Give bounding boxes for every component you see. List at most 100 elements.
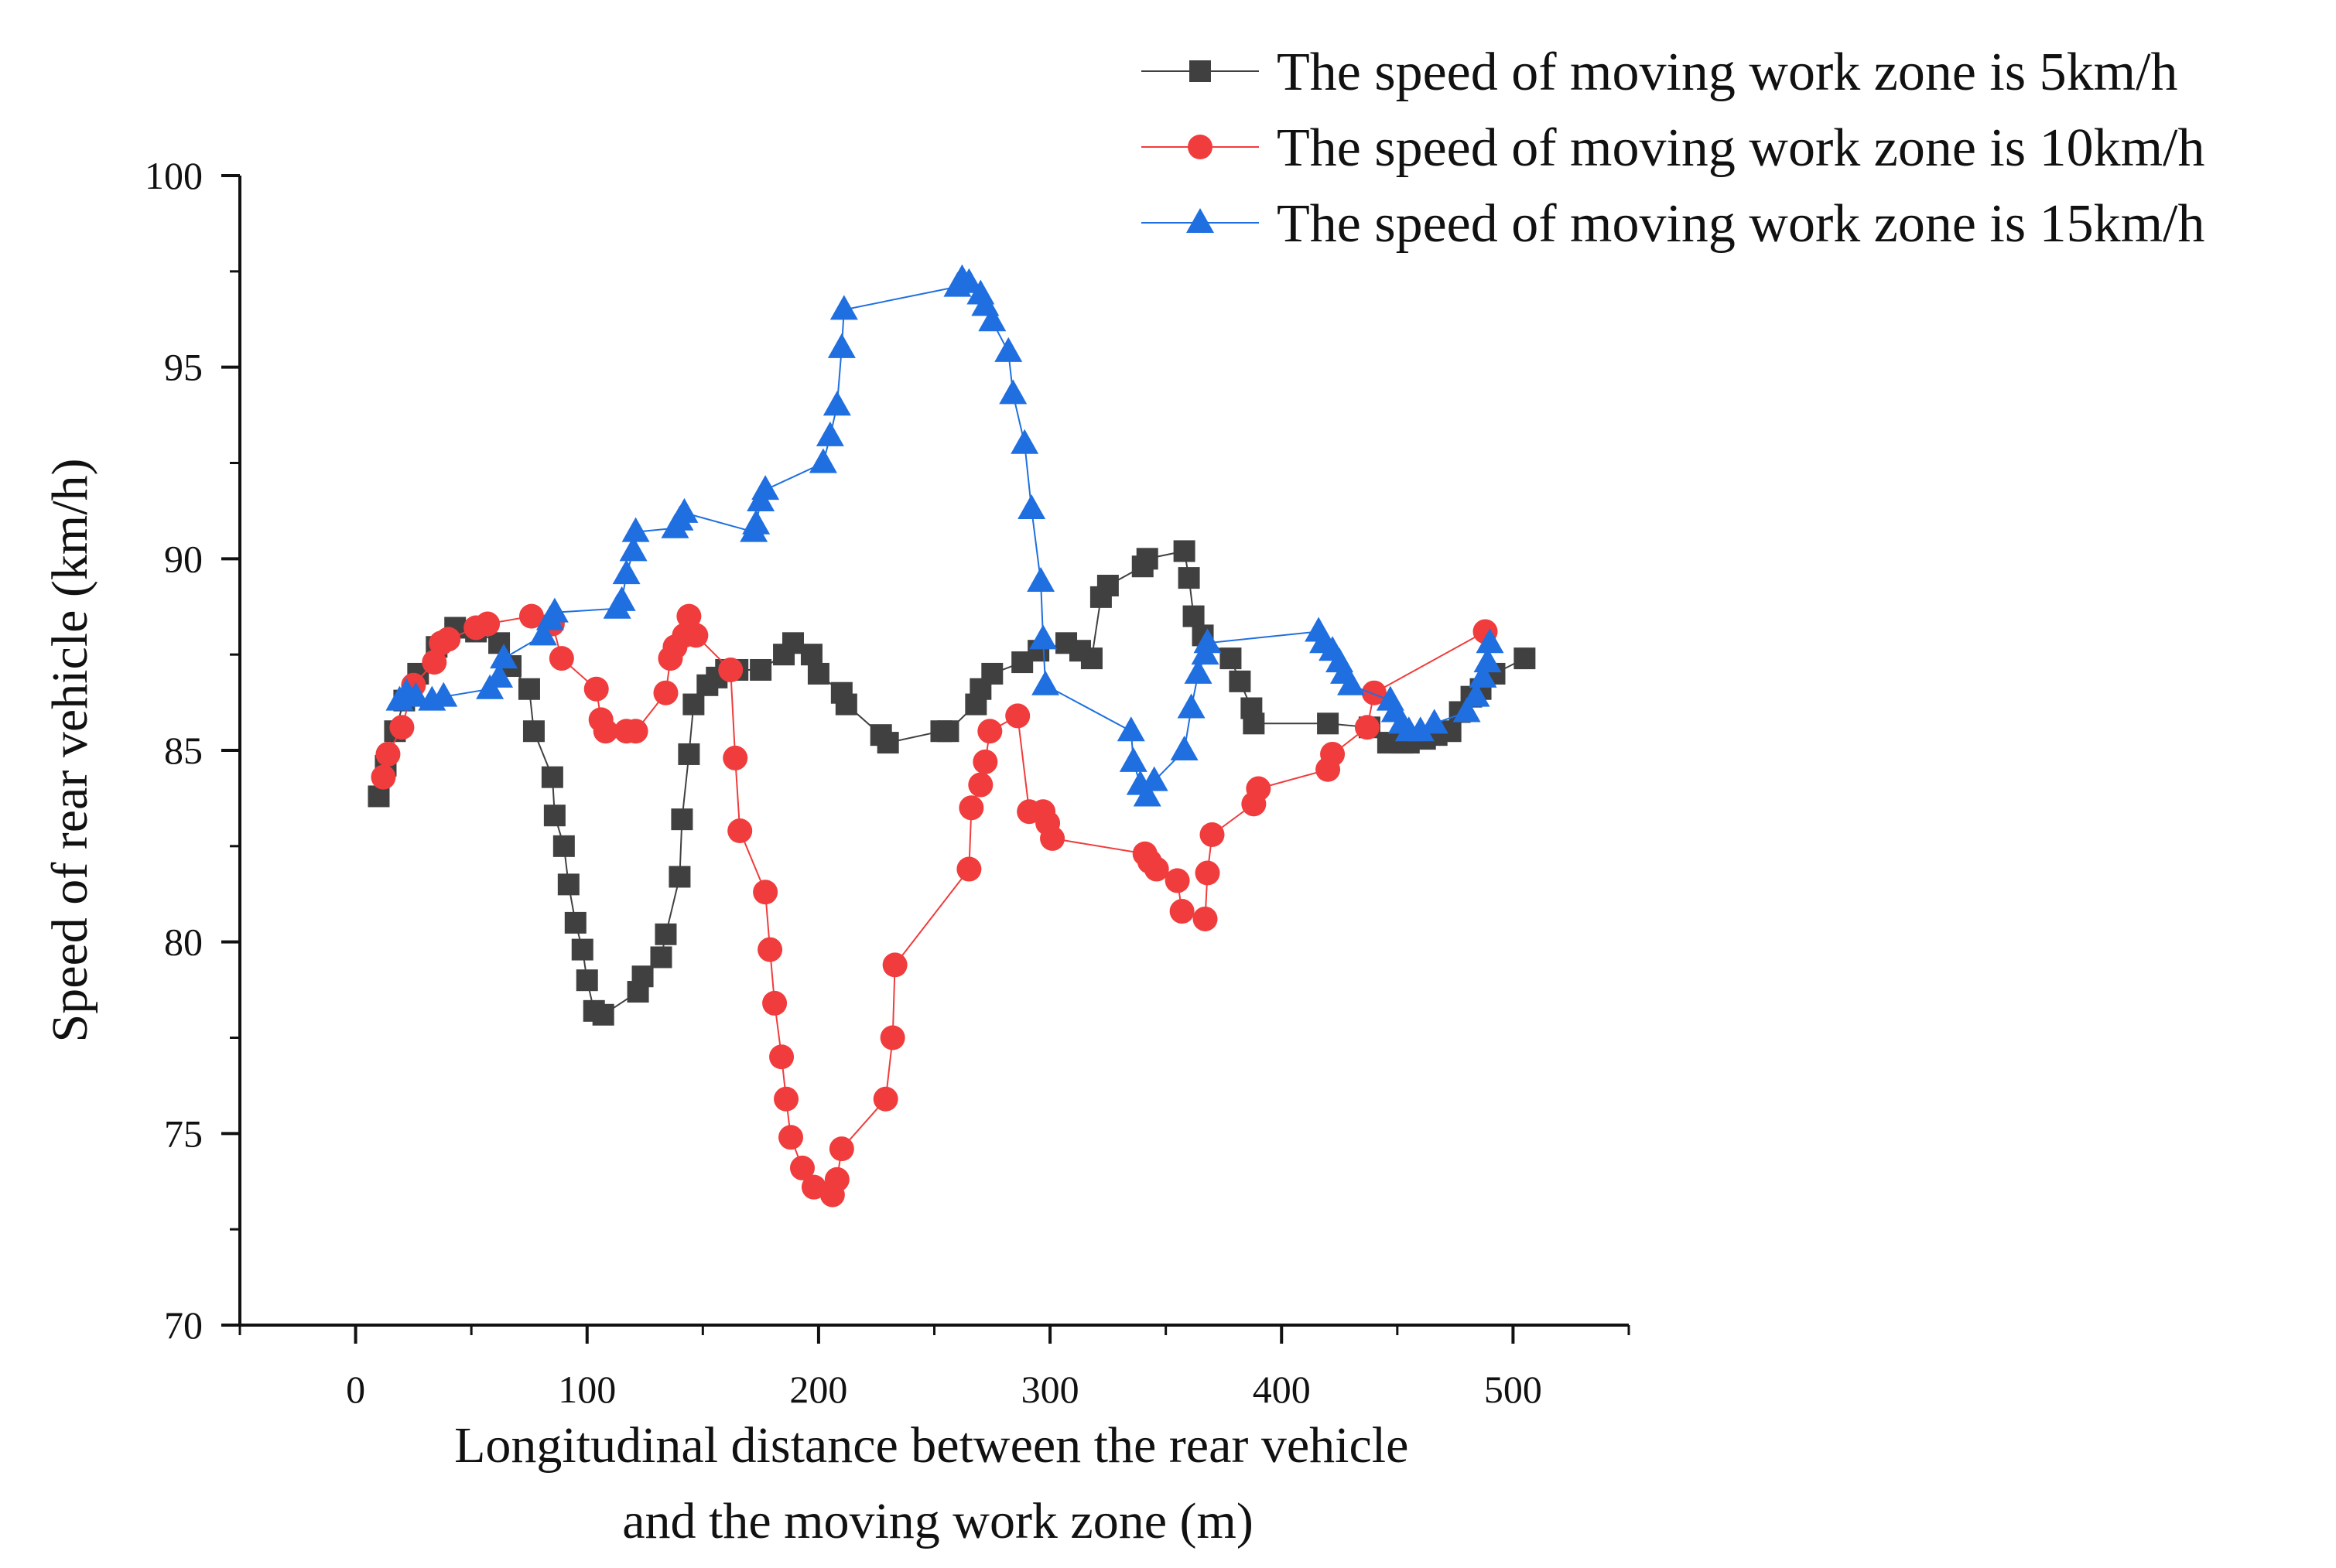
series-2-point [1040, 825, 1065, 851]
series-2-point [977, 719, 1003, 744]
series-1-point [669, 866, 691, 888]
series-3-point [742, 509, 771, 535]
series-2-point [789, 1155, 815, 1180]
series-3-point [1140, 766, 1168, 791]
y-tick-label: 75 [164, 1112, 203, 1155]
series-1-point [750, 658, 772, 681]
series-3-point [1406, 716, 1435, 742]
series-2-point [375, 741, 401, 767]
series-1-point [981, 662, 1004, 685]
series-2-point [653, 680, 679, 705]
series-1-point [1219, 647, 1242, 670]
series-1-point [541, 766, 563, 788]
series-3-point [607, 586, 636, 611]
series-1-point [678, 743, 700, 765]
series-3 [385, 264, 1504, 807]
series-1-point [1229, 670, 1251, 692]
series-3-point [994, 336, 1023, 362]
legend-label: The speed of moving work zone is 15km/h [1277, 194, 2205, 254]
y-tick-label: 85 [164, 729, 203, 772]
series-2-point [873, 1086, 898, 1112]
series-2-point [824, 1167, 850, 1192]
series-2-point [371, 764, 396, 790]
series-2-point [968, 772, 994, 798]
series-1-point [631, 965, 654, 988]
series-2-point [880, 1025, 905, 1050]
legend-item-1: The speed of moving work zone is 5km/h [1141, 43, 2178, 102]
series-1-point [564, 911, 587, 934]
plot-series [368, 264, 1536, 1208]
series-1-point [557, 873, 580, 896]
series-2-point [683, 623, 709, 648]
series-3-point [1029, 624, 1058, 650]
series-2-point [1144, 856, 1169, 882]
series-2-point [1169, 899, 1195, 924]
series-2-point [1165, 868, 1190, 893]
series-3-point [1119, 746, 1147, 772]
series-1-point [1136, 548, 1158, 570]
series-3-point [999, 379, 1028, 405]
series-1-point [877, 732, 899, 754]
series-2-point [769, 1044, 795, 1070]
x-tick-label: 0 [346, 1368, 365, 1411]
series-1-point [1080, 647, 1103, 670]
series-3-point [1193, 628, 1222, 654]
series-1-point [518, 678, 540, 700]
series-3-point [827, 333, 856, 358]
series-3-point [816, 421, 844, 446]
series-2-point [1195, 860, 1220, 886]
x-tick-label: 300 [1021, 1368, 1079, 1411]
series-2-point [422, 650, 447, 675]
series-3-point [809, 448, 837, 473]
series-1-point [1317, 712, 1339, 735]
series-1-point [1513, 647, 1536, 670]
series-2-point [676, 603, 702, 629]
legend: The speed of moving work zone is 5km/h Th… [1141, 43, 2205, 254]
series-3-point [1170, 736, 1199, 760]
series-1-point [650, 946, 672, 968]
y-axis-label: Speed of rear vehicle (km/h) [42, 458, 98, 1042]
series-1-point [592, 1003, 614, 1026]
y-tick-label: 70 [164, 1303, 203, 1347]
x-tick-label: 200 [789, 1368, 847, 1411]
series-1-point [655, 923, 677, 945]
series-2-point [762, 990, 788, 1016]
series-1-point [522, 720, 545, 743]
series-3-point [1177, 693, 1206, 719]
x-tick-label: 400 [1253, 1368, 1311, 1411]
series-1-point [800, 644, 823, 666]
series-3-point [1117, 716, 1145, 742]
series-2-point [801, 1174, 826, 1200]
series-2-point [959, 795, 984, 821]
series-1-point [1243, 712, 1265, 735]
series-3-point [1473, 647, 1502, 673]
legend-marker [1189, 60, 1211, 82]
series-2-point [973, 749, 998, 774]
series-2-point [623, 719, 648, 744]
x-axis-label-line-1: Longitudinal distance between the rear v… [454, 1417, 1408, 1474]
x-tick-label: 100 [558, 1368, 616, 1411]
series-2-point [475, 611, 501, 637]
y-tick-label: 90 [164, 537, 203, 580]
series-3-point [1476, 628, 1504, 654]
series-3-point [955, 268, 983, 293]
series-1-point [682, 693, 705, 716]
series-1-point [552, 835, 575, 857]
series-1-point [807, 662, 829, 685]
series-2-point [778, 1125, 804, 1150]
series-2-point [1246, 776, 1271, 801]
series-2-point [774, 1086, 799, 1112]
series-3-point [621, 517, 650, 542]
legend-item-3: The speed of moving work zone is 15km/h [1141, 194, 2205, 254]
series-1-point [1096, 575, 1119, 597]
series-2-point [1320, 741, 1346, 767]
series-2-point [758, 937, 783, 962]
series-3-point [612, 559, 641, 585]
series-3-point [751, 475, 780, 500]
series-1-point [671, 808, 693, 831]
y-axis-ticks: 70 75 80 85 90 95 100 [145, 154, 240, 1347]
series-1-point [937, 720, 959, 743]
series-2-point [436, 627, 461, 652]
